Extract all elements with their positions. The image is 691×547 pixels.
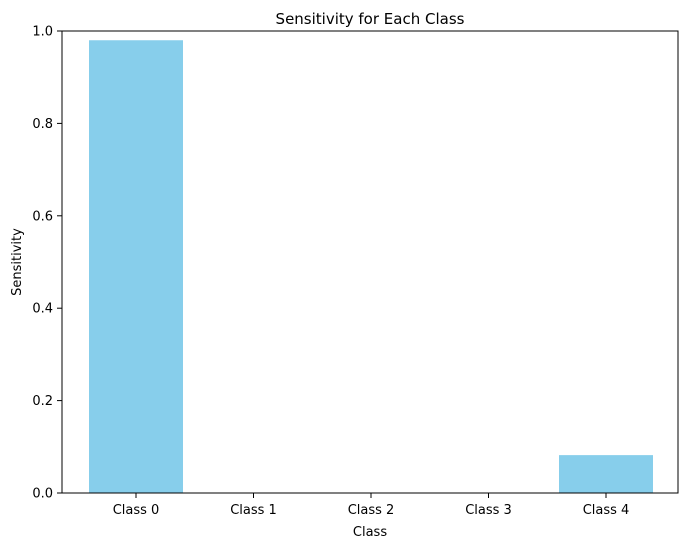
y-tick-label: 0.6 xyxy=(32,209,53,224)
x-tick-label: Class 0 xyxy=(113,503,160,518)
y-tick-label: 0.4 xyxy=(32,302,53,317)
x-axis-label: Class xyxy=(353,525,387,540)
bar-class-4 xyxy=(559,455,653,493)
x-tick-label: Class 3 xyxy=(465,503,512,518)
chart-title: Sensitivity for Each Class xyxy=(276,10,465,28)
plot-frame xyxy=(61,30,679,494)
bar-class-0 xyxy=(89,40,183,494)
x-tick-label: Class 1 xyxy=(230,503,277,518)
axes-layer xyxy=(61,30,679,494)
y-tick-label: 0.8 xyxy=(32,117,53,132)
bars-layer xyxy=(89,40,653,494)
y-tick-label: 1.0 xyxy=(32,25,53,40)
y-axis-ticks: 0.0 0.2 0.4 0.6 0.8 1.0 xyxy=(32,25,62,502)
y-tick-label: 0.0 xyxy=(32,487,53,502)
x-tick-label: Class 2 xyxy=(348,503,395,518)
y-axis-label: Sensitivity xyxy=(10,228,25,296)
y-tick-label: 0.2 xyxy=(32,394,53,409)
x-tick-label: Class 4 xyxy=(583,503,630,518)
x-axis-ticks: Class 0 Class 1 Class 2 Class 3 Class 4 xyxy=(113,493,630,518)
